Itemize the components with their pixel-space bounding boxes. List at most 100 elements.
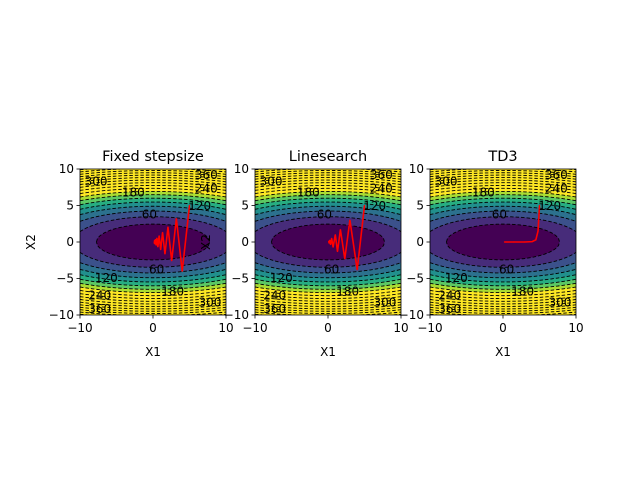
contour-label: 240 (438, 288, 461, 302)
contour-label: 120 (270, 271, 293, 285)
subplot-title: Fixed stepsize (102, 149, 204, 165)
contour-line-420 (80, 194, 226, 202)
contour-line-240 (255, 205, 401, 216)
path-point (188, 204, 191, 207)
path-point (154, 239, 156, 241)
contour-line-360 (255, 197, 401, 206)
contour-line-480 (80, 286, 226, 294)
path-point (171, 260, 173, 262)
path-point (331, 237, 333, 239)
x-tick-label: 10 (218, 321, 233, 335)
contour-label: 360 (88, 302, 111, 316)
x-tick-label: 0 (149, 321, 157, 335)
path-point (154, 238, 157, 241)
contour-label: 360 (370, 168, 393, 182)
contour-line-120 (430, 251, 576, 268)
path-point (160, 249, 162, 251)
path-point (503, 241, 506, 243)
contour-label: 60 (149, 263, 164, 277)
contour-line-420 (255, 194, 401, 202)
contour-label: 240 (88, 288, 111, 302)
contour-label: 120 (445, 271, 468, 285)
x-tick-label: 0 (499, 321, 507, 335)
path-point (328, 240, 330, 242)
contour-line-300 (80, 201, 226, 210)
contour-line-180 (80, 262, 226, 274)
contour-line-60 (446, 223, 561, 261)
contour-line-240 (80, 205, 226, 216)
path-point (336, 250, 339, 253)
contour-line-180 (430, 210, 576, 222)
path-point (329, 243, 332, 246)
contour-line-120 (430, 216, 576, 233)
contour-line-720 (80, 299, 226, 305)
contour-line-240 (80, 268, 226, 279)
contour-line-600 (430, 184, 576, 191)
contour-label: 120 (95, 271, 118, 285)
contour-line-120 (255, 216, 401, 233)
x-axis-label: X1 (495, 345, 511, 359)
contour-line-600 (430, 293, 576, 300)
contour-band-60 (446, 224, 560, 260)
contour-label: 120 (188, 199, 211, 213)
contour-line-840 (430, 174, 576, 180)
contour-line-60 (96, 223, 211, 261)
y-tick-label: 5 (416, 199, 424, 213)
path-point (328, 242, 330, 244)
contour-line-960 (80, 170, 226, 175)
path-point (156, 237, 158, 239)
contour-line-360 (80, 197, 226, 206)
contour-label: 120 (363, 199, 386, 213)
path-point (161, 231, 164, 234)
contour-line-780 (255, 177, 401, 183)
contour-line-780 (255, 301, 401, 307)
y-tick-label: −10 (224, 308, 249, 322)
y-tick-label: 10 (234, 162, 249, 176)
y-tick-label: 5 (241, 199, 249, 213)
contour-line-300 (80, 274, 226, 283)
x-tick-label: 10 (568, 321, 583, 335)
contour-line-480 (430, 190, 576, 198)
contour-line-360 (80, 278, 226, 287)
contour-line-120 (80, 216, 226, 233)
contour-band-60 (96, 224, 210, 260)
contour-line-360 (430, 278, 576, 287)
contour-label: 60 (317, 207, 332, 221)
contour-line-900 (255, 172, 401, 178)
contour-line-540 (430, 187, 576, 195)
contour-line-600 (80, 293, 226, 300)
contour-line-960 (255, 309, 401, 314)
contour-line-480 (255, 286, 401, 294)
subplot-title: Linesearch (289, 149, 367, 165)
x-tick-label: −10 (67, 321, 92, 335)
contour-line-600 (255, 184, 401, 191)
path-point (535, 239, 537, 241)
contour-line-900 (430, 306, 576, 312)
y-tick-label: 0 (241, 235, 249, 249)
contour-label: 300 (373, 296, 396, 310)
contour-label: 60 (499, 263, 514, 277)
contour-line-900 (80, 172, 226, 178)
contour-label: 300 (260, 174, 283, 188)
path-point (167, 226, 169, 228)
y-tick-label: 10 (59, 162, 74, 176)
path-point (363, 204, 366, 207)
contour-line-180 (255, 210, 401, 222)
path-point (175, 218, 177, 220)
path-point (329, 239, 331, 241)
x-tick-label: −10 (417, 321, 442, 335)
contour-label: 180 (297, 185, 320, 199)
y-tick-label: 0 (66, 235, 74, 249)
contour-line-660 (255, 296, 401, 302)
path-point (524, 241, 526, 243)
contour-line-780 (80, 177, 226, 183)
contour-label: 240 (263, 288, 286, 302)
contour-line-480 (255, 190, 401, 198)
contour-label: 60 (142, 207, 157, 221)
contour-line-840 (255, 174, 401, 180)
